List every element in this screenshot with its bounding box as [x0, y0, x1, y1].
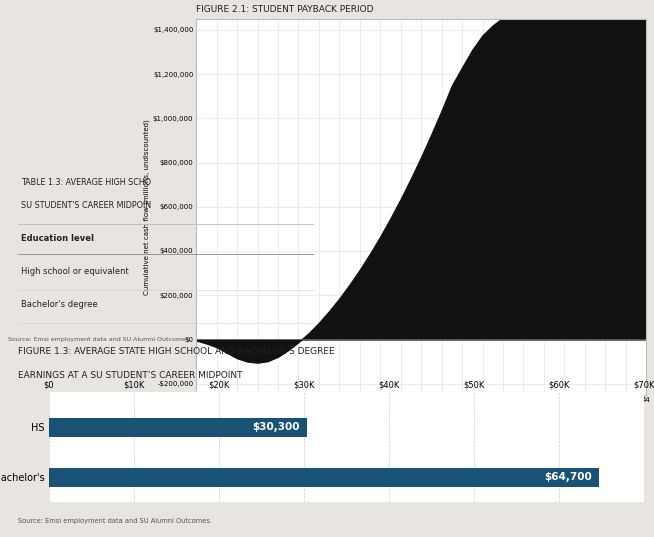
Text: Source: Emsi employment data and SU Alumni Outcomes.: Source: Emsi employment data and SU Alum… [18, 518, 212, 524]
Bar [49, 468, 599, 487]
Text: Education level: Education level [21, 234, 94, 243]
Y-axis label: Cumulative net cash flow (millions, undiscounted): Cumulative net cash flow (millions, undi… [144, 119, 150, 295]
Text: SU STUDENT'S CAREER MIDPOIN: SU STUDENT'S CAREER MIDPOIN [21, 201, 151, 211]
Text: TABLE 1.3: AVERAGE HIGH SCHO: TABLE 1.3: AVERAGE HIGH SCHO [21, 178, 151, 187]
Text: $64,700: $64,700 [545, 472, 593, 482]
Text: Source: Emsi impact model.: Source: Emsi impact model. [201, 432, 294, 438]
X-axis label: Years after first enrolling: Years after first enrolling [373, 407, 469, 415]
Text: Bachelor’s degree: Bachelor’s degree [21, 300, 98, 309]
Text: $30,300: $30,300 [252, 422, 300, 432]
Text: FIGURE 2.1: STUDENT PAYBACK PERIOD: FIGURE 2.1: STUDENT PAYBACK PERIOD [196, 5, 373, 14]
Text: High school or equivalent: High school or equivalent [21, 267, 129, 276]
Bar [49, 418, 307, 437]
Text: Source: Emsi employment data and SU Alumni Outcomes.: Source: Emsi employment data and SU Alum… [8, 337, 191, 342]
Text: EARNINGS AT A SU STUDENT’S CAREER MIDPOINT: EARNINGS AT A SU STUDENT’S CAREER MIDPOI… [18, 372, 243, 381]
Text: FIGURE 1.3: AVERAGE STATE HIGH SCHOOL AND BACHELOR’S DEGREE: FIGURE 1.3: AVERAGE STATE HIGH SCHOOL AN… [18, 347, 335, 355]
